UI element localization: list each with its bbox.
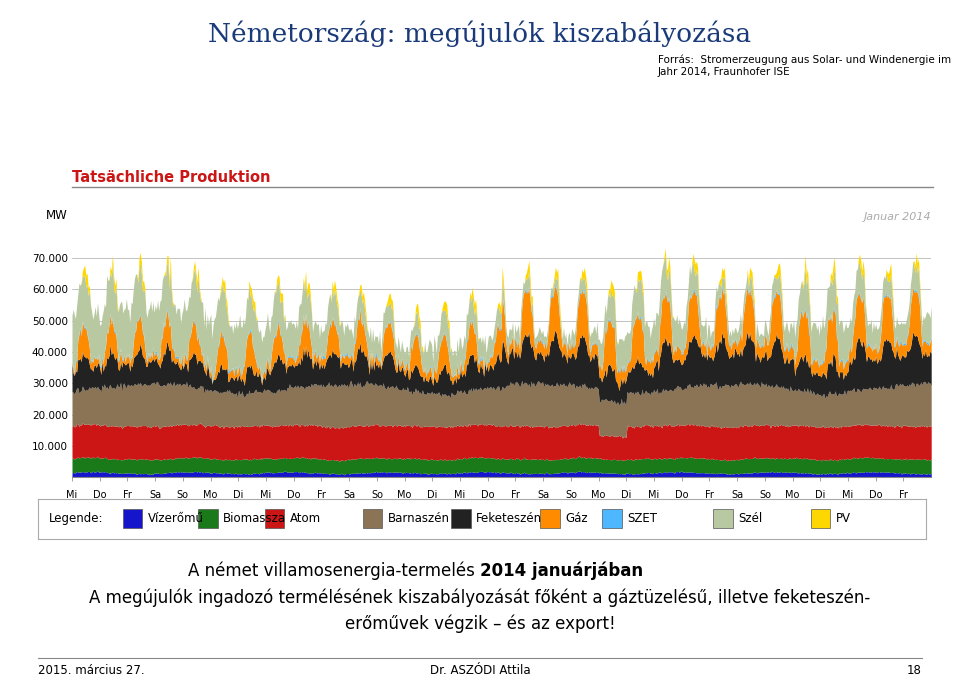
Text: 25: 25 — [731, 499, 743, 509]
Bar — [123, 509, 142, 528]
Text: 01: 01 — [66, 499, 78, 509]
Text: Biomassza: Biomassza — [223, 512, 286, 525]
Text: Do: Do — [675, 490, 688, 500]
Text: Forrás:  Stromerzeugung aus Solar- und Windenergie im: Forrás: Stromerzeugung aus Solar- und Wi… — [658, 55, 950, 65]
Text: Barnaszén: Barnaszén — [388, 512, 449, 525]
Bar — [713, 509, 732, 528]
Text: Feketeszén: Feketeszén — [476, 512, 542, 525]
Text: Tatsächliche Produktion: Tatsächliche Produktion — [72, 170, 271, 185]
Text: 06: 06 — [204, 499, 217, 509]
Text: Mo: Mo — [591, 490, 606, 500]
Text: Vízerőmű: Vízerőmű — [148, 512, 204, 525]
Text: Sa: Sa — [149, 490, 161, 500]
Text: A megújulók ingadozó termélésének kiszabályozását főként a gáztüzelésű, illetve : A megújulók ingadozó termélésének kiszab… — [89, 589, 871, 607]
Text: Fr: Fr — [511, 490, 520, 500]
Text: 17: 17 — [509, 499, 521, 509]
Text: Mi: Mi — [648, 490, 660, 500]
Text: 02: 02 — [93, 499, 106, 509]
Text: Mi: Mi — [260, 490, 272, 500]
Text: Fr: Fr — [123, 490, 132, 500]
Text: Sa: Sa — [343, 490, 355, 500]
Text: 20: 20 — [592, 499, 605, 509]
Text: So: So — [564, 490, 577, 500]
Text: SZET: SZET — [627, 512, 658, 525]
Text: So: So — [177, 490, 189, 500]
Bar — [363, 509, 382, 528]
Text: MW: MW — [46, 209, 68, 222]
Text: Legende:: Legende: — [49, 512, 104, 525]
Text: A német villamosenergia-termelés: A német villamosenergia-termelés — [188, 561, 480, 580]
Text: 30: 30 — [870, 499, 882, 509]
Text: 21: 21 — [620, 499, 633, 509]
Text: Atom: Atom — [290, 512, 321, 525]
Text: Di: Di — [815, 490, 826, 500]
Text: Do: Do — [869, 490, 882, 500]
Text: Sa: Sa — [732, 490, 743, 500]
Text: 05: 05 — [177, 499, 189, 509]
Text: 23: 23 — [676, 499, 688, 509]
Text: 2015. március 27.: 2015. március 27. — [38, 664, 145, 677]
Text: Mi: Mi — [66, 490, 78, 500]
Text: Di: Di — [427, 490, 438, 500]
Text: 11: 11 — [343, 499, 355, 509]
Bar — [811, 509, 830, 528]
Text: Fr: Fr — [317, 490, 325, 500]
Text: 07: 07 — [232, 499, 245, 509]
Text: 16: 16 — [482, 499, 493, 509]
Text: 28: 28 — [814, 499, 827, 509]
Text: Sa: Sa — [537, 490, 549, 500]
Text: Di: Di — [233, 490, 244, 500]
Text: Fr: Fr — [705, 490, 714, 500]
Bar — [602, 509, 622, 528]
Text: 31: 31 — [898, 499, 910, 509]
Text: 22: 22 — [648, 499, 660, 509]
Text: 26: 26 — [758, 499, 771, 509]
Text: Fr: Fr — [900, 490, 908, 500]
Text: 18: 18 — [907, 664, 922, 677]
Text: 2014 januárjában: 2014 januárjában — [480, 561, 643, 580]
Text: Dr. ASZÓDI Attila: Dr. ASZÓDI Attila — [430, 664, 530, 677]
Text: 13: 13 — [398, 499, 411, 509]
Text: Do: Do — [481, 490, 494, 500]
Text: erőművek végzik – és az export!: erőművek végzik – és az export! — [345, 615, 615, 633]
Text: 12: 12 — [371, 499, 383, 509]
Text: 10: 10 — [315, 499, 327, 509]
Text: Gáz: Gáz — [565, 512, 588, 525]
Text: Do: Do — [287, 490, 300, 500]
Text: Németország: megújulók kiszabályozása: Németország: megújulók kiszabályozása — [208, 21, 752, 47]
Text: So: So — [759, 490, 771, 500]
Text: Mi: Mi — [843, 490, 853, 500]
Text: Jahr 2014, Fraunhofer ISE: Jahr 2014, Fraunhofer ISE — [658, 67, 790, 78]
Text: Mo: Mo — [785, 490, 800, 500]
Text: Mo: Mo — [204, 490, 218, 500]
Text: PV: PV — [836, 512, 851, 525]
Text: Mi: Mi — [454, 490, 466, 500]
Text: Januar 2014: Januar 2014 — [864, 212, 931, 222]
Text: 15: 15 — [454, 499, 467, 509]
Text: 27: 27 — [786, 499, 799, 509]
Bar — [265, 509, 284, 528]
Text: 18: 18 — [537, 499, 549, 509]
Text: Mo: Mo — [397, 490, 412, 500]
Text: 08: 08 — [260, 499, 272, 509]
Text: 04: 04 — [149, 499, 161, 509]
Text: Do: Do — [93, 490, 107, 500]
Text: 19: 19 — [564, 499, 577, 509]
Text: 09: 09 — [288, 499, 300, 509]
Text: 24: 24 — [704, 499, 715, 509]
Bar — [199, 509, 218, 528]
Text: Di: Di — [621, 490, 632, 500]
Text: Szél: Szél — [738, 512, 762, 525]
Text: So: So — [371, 490, 383, 500]
Text: 29: 29 — [842, 499, 854, 509]
Bar — [451, 509, 470, 528]
Bar — [540, 509, 560, 528]
Text: 03: 03 — [121, 499, 133, 509]
Text: 14: 14 — [426, 499, 439, 509]
